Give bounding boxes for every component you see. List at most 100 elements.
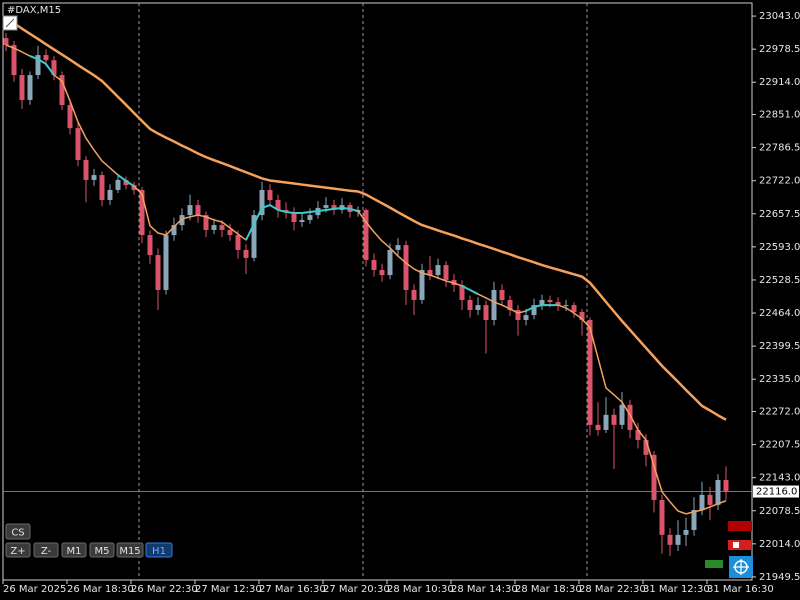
candle-body [651, 454, 657, 500]
candle-body [459, 285, 465, 300]
current-price-label: 22116.0 [756, 487, 797, 498]
x-tick-label: 26 Mar 22:30 [131, 584, 198, 595]
candle-body [507, 299, 513, 310]
y-tick-label: 22078.5 [759, 506, 800, 517]
candle-body [59, 75, 65, 106]
status-icon[interactable] [705, 560, 723, 568]
candle-body [3, 38, 9, 46]
candle-body [515, 309, 521, 320]
candle-body [715, 479, 721, 505]
candle-body [603, 414, 609, 430]
toolbar-button-label[interactable]: M1 [67, 546, 82, 557]
candle-body [595, 424, 601, 430]
candle-body [91, 175, 97, 180]
y-tick-label: 22786.5 [759, 143, 800, 154]
candle-body [227, 229, 233, 236]
candle-body [27, 75, 33, 100]
symbol-label: #DAX,M15 [7, 5, 61, 16]
candle-body [419, 269, 425, 300]
toolbar-button[interactable] [89, 542, 115, 558]
candle-body [51, 60, 57, 76]
y-tick-label: 22528.5 [759, 275, 800, 286]
candle-body [163, 235, 169, 290]
candle-body [411, 289, 417, 300]
candle-body [251, 215, 257, 258]
y-tick-label: 22207.5 [759, 440, 800, 451]
candle-body [147, 235, 153, 256]
candle-body [403, 245, 409, 290]
candle-body [555, 302, 561, 306]
y-tick-label: 22272.0 [759, 407, 800, 418]
candle-body [619, 404, 625, 425]
y-tick-label: 22593.0 [759, 242, 800, 253]
candle-body [323, 205, 329, 208]
candle-body [371, 259, 377, 270]
y-tick-label: 22978.5 [759, 44, 800, 55]
candle-body [659, 499, 665, 535]
y-tick-label: 22335.0 [759, 374, 800, 385]
toolbar-button-label[interactable]: CS [11, 528, 24, 539]
candle-body [219, 225, 225, 230]
chart-icon-glyph [5, 18, 15, 28]
candle-body [667, 534, 673, 545]
candle-body [235, 235, 241, 250]
candle-body [691, 509, 697, 530]
candle-body [443, 265, 449, 280]
candle-body [83, 159, 89, 180]
candle-body [43, 55, 49, 61]
plot-border [2, 2, 753, 581]
trade-icon[interactable] [728, 540, 752, 550]
candle-body [587, 319, 593, 425]
candle-body [499, 289, 505, 300]
candle-body [467, 299, 473, 310]
toolbar-button-label[interactable]: Z+ [10, 546, 25, 557]
y-tick-label: 22851.0 [759, 110, 800, 121]
candle-body [203, 215, 209, 230]
candle-body [723, 479, 729, 492]
candle-body [491, 289, 497, 320]
x-tick-label: 31 Mar 16:30 [707, 584, 774, 595]
candle-body [179, 215, 185, 226]
candle-body [387, 249, 393, 276]
candle-body [115, 179, 121, 190]
toolbar-button-label[interactable]: M5 [95, 546, 110, 557]
candle-body [699, 494, 705, 510]
x-tick-label: 27 Mar 12:30 [195, 584, 262, 595]
toolbar-button[interactable] [145, 542, 173, 558]
candle-body [395, 245, 401, 250]
candle-body [107, 189, 113, 200]
y-tick-label: 22143.0 [759, 473, 800, 484]
candle-body [75, 128, 81, 160]
y-tick-label: 22722.0 [759, 176, 800, 187]
candle-body [379, 269, 385, 276]
candle-body [99, 175, 105, 200]
candle-body [435, 265, 441, 276]
y-tick-label: 21949.5 [759, 572, 800, 583]
toolbar-button-label[interactable]: M15 [119, 546, 140, 557]
x-tick-label: 28 Mar 10:30 [387, 584, 454, 595]
x-tick-label: 27 Mar 16:30 [259, 584, 326, 595]
candle-body [331, 205, 337, 210]
candle-body [531, 305, 537, 316]
candle-body [67, 105, 73, 129]
candle-body [123, 179, 129, 186]
candle-body [563, 305, 569, 307]
candle-body [427, 269, 433, 276]
toolbar-button[interactable] [116, 542, 144, 558]
toolbar-button[interactable] [5, 542, 31, 558]
toolbar: CS Z+ Z- M1 M5 M15 H1 [5, 523, 173, 558]
trade-icon[interactable] [728, 521, 752, 531]
toolbar-button-label[interactable]: H1 [152, 546, 166, 557]
toolbar-button[interactable] [61, 542, 87, 558]
candle-body [187, 205, 193, 216]
candle-body [243, 249, 249, 258]
toolbar-button-label[interactable]: Z- [41, 546, 52, 557]
toolbar-button[interactable] [5, 523, 31, 540]
toolbar-button[interactable] [33, 542, 59, 558]
x-tick-label: 28 Mar 18:30 [515, 584, 582, 595]
candle-body [211, 225, 217, 230]
candle-body [539, 299, 545, 306]
x-tick-label: 26 Mar 18:30 [67, 584, 134, 595]
candle-body [611, 414, 617, 425]
